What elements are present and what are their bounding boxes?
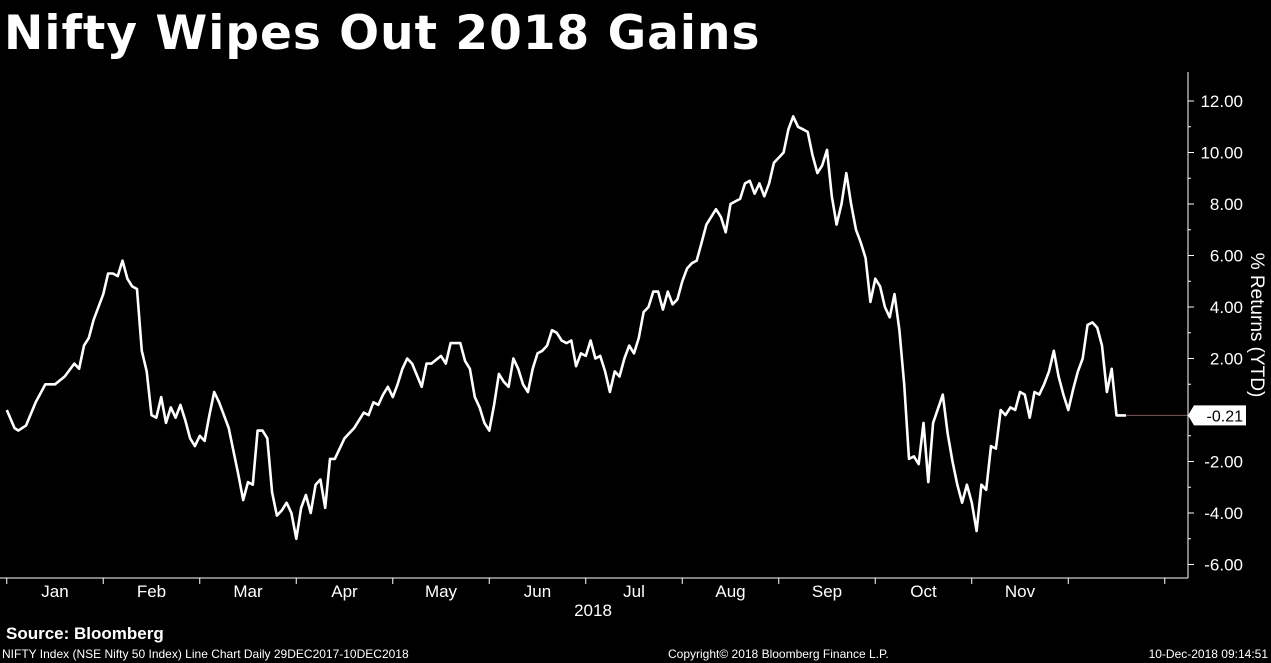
y-tick-label: 12.00 — [1200, 92, 1243, 111]
y-tick-label: -6.00 — [1204, 556, 1243, 575]
chart-description: NIFTY Index (NSE Nifty 50 Index) Line Ch… — [2, 647, 409, 661]
x-tick-label: Sep — [812, 582, 842, 601]
x-tick-label: Jan — [41, 582, 68, 601]
x-tick-label: Oct — [910, 582, 937, 601]
plot-area — [5, 115, 1188, 541]
x-tick-label: Feb — [137, 582, 166, 601]
x-tick-label: May — [425, 582, 458, 601]
y-tick-label: 6.00 — [1210, 247, 1243, 266]
source-note: Source: Bloomberg — [6, 624, 164, 643]
y-tick-label: -4.00 — [1204, 504, 1243, 523]
y-tick-label: 4.00 — [1210, 298, 1243, 317]
y-tick-label: -2.00 — [1204, 453, 1243, 472]
y-tick-label: 10.00 — [1200, 144, 1243, 163]
x-tick-label: Jul — [623, 582, 645, 601]
y-axis-label: % Returns (YTD) — [1246, 253, 1267, 398]
y-tick-label: 8.00 — [1210, 195, 1243, 214]
timestamp: 10-Dec-2018 09:14:51 — [1148, 647, 1268, 661]
y-tick-label: 2.00 — [1210, 350, 1243, 369]
x-tick-label: Aug — [715, 582, 745, 601]
x-axis-label: 2018 — [574, 601, 612, 620]
chart-title: Nifty Wipes Out 2018 Gains — [4, 6, 761, 61]
series-line — [5, 115, 1127, 541]
last-value-label: -0.21 — [1207, 408, 1244, 425]
x-tick-label: Apr — [331, 582, 358, 601]
copyright-note: Copyright© 2018 Bloomberg Finance L.P. — [668, 647, 889, 661]
x-tick-label: Nov — [1005, 582, 1036, 601]
x-tick-label: Jun — [524, 582, 551, 601]
axes: 12.00 10.00 8.00 6.00 4.00 2.00 -2.00 -4.00 -6.0… — [0, 72, 1267, 620]
last-value-badge — [1188, 405, 1246, 426]
x-tick-label: Mar — [233, 582, 263, 601]
